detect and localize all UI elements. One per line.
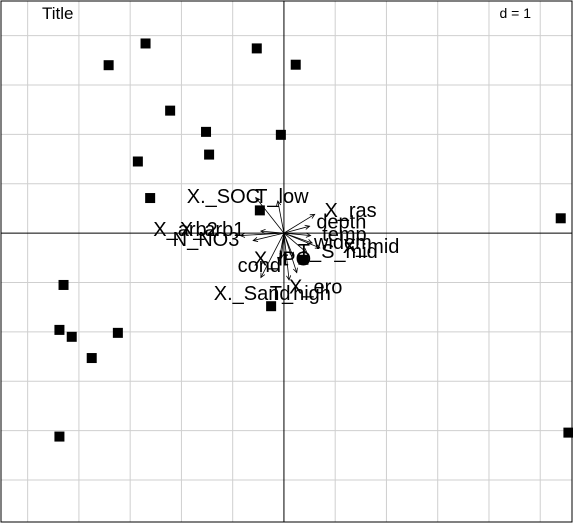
variable-arrowhead	[252, 237, 259, 242]
data-point	[204, 149, 215, 160]
variable-arrowhead	[302, 248, 308, 254]
variable-label: X._SOC	[187, 186, 260, 208]
data-point	[563, 427, 573, 438]
data-point	[145, 193, 156, 204]
variable-arrow	[283, 232, 311, 236]
variable-arrow	[283, 232, 320, 249]
variable-arrow	[278, 233, 285, 262]
variable-arrows	[239, 196, 321, 281]
data-point	[132, 156, 143, 167]
variable-label: N_NO3	[173, 229, 240, 251]
variable-label: T_S_mid	[298, 241, 378, 263]
variable-arrow	[283, 232, 308, 254]
data-point	[58, 279, 69, 290]
variable-arrow	[240, 232, 284, 236]
variable-label: X._Sand	[214, 283, 291, 305]
variable-arrowhead	[314, 243, 321, 249]
variable-arrowhead	[286, 275, 292, 281]
variable-arrowhead	[305, 232, 312, 238]
variable-label: temp	[322, 224, 366, 246]
variable-arrowhead	[293, 267, 298, 274]
variable-label: X_mid	[343, 236, 400, 258]
variable-label: T_high	[270, 283, 331, 305]
data-point	[165, 105, 176, 116]
variable-arrowhead	[277, 256, 283, 263]
data-point	[275, 129, 286, 140]
variable-arrowhead	[259, 228, 266, 235]
variable-arrow	[255, 197, 285, 234]
variable-arrow	[283, 213, 315, 234]
data-point	[54, 324, 65, 335]
data-point	[298, 254, 309, 265]
variable-label: X_arb2	[153, 219, 218, 241]
scale-label: d = 1	[499, 5, 531, 21]
variable-label: X_arb1	[180, 219, 245, 241]
variable-arrowhead	[276, 200, 282, 206]
variable-arrowhead	[260, 272, 266, 279]
variable-label: T_low	[255, 186, 309, 208]
variable-label: widem	[313, 232, 372, 254]
data-point	[86, 353, 97, 364]
data-point	[201, 126, 212, 137]
variable-label: X_lt	[254, 249, 289, 271]
data-point	[555, 213, 566, 224]
variable-arrowhead	[255, 196, 261, 203]
variable-arrow	[283, 233, 290, 281]
data-point	[112, 327, 123, 338]
variable-label: cond	[238, 255, 281, 277]
variable-arrow	[260, 230, 284, 234]
variable-arrow	[283, 225, 310, 234]
data-point	[254, 205, 265, 216]
variable-arrowhead	[239, 232, 246, 238]
data-points	[54, 38, 573, 442]
data-point	[251, 43, 262, 54]
data-point	[66, 331, 77, 342]
data-point	[103, 60, 114, 71]
variable-arrowhead	[309, 213, 316, 219]
data-point	[290, 59, 301, 70]
data-point	[54, 431, 65, 442]
variable-arrow	[260, 232, 285, 278]
data-point	[140, 38, 151, 49]
variable-arrowhead	[304, 224, 311, 230]
variable-label: depth	[316, 212, 366, 234]
variable-arrow	[253, 232, 285, 241]
variable-label: X_ras	[324, 200, 376, 222]
variable-arrow	[277, 200, 285, 234]
variable-label: X_ero	[289, 277, 342, 299]
chart-title: Title	[42, 4, 74, 23]
variable-label: PO	[282, 249, 311, 271]
variable-arrow	[283, 232, 298, 273]
data-point	[266, 301, 277, 312]
